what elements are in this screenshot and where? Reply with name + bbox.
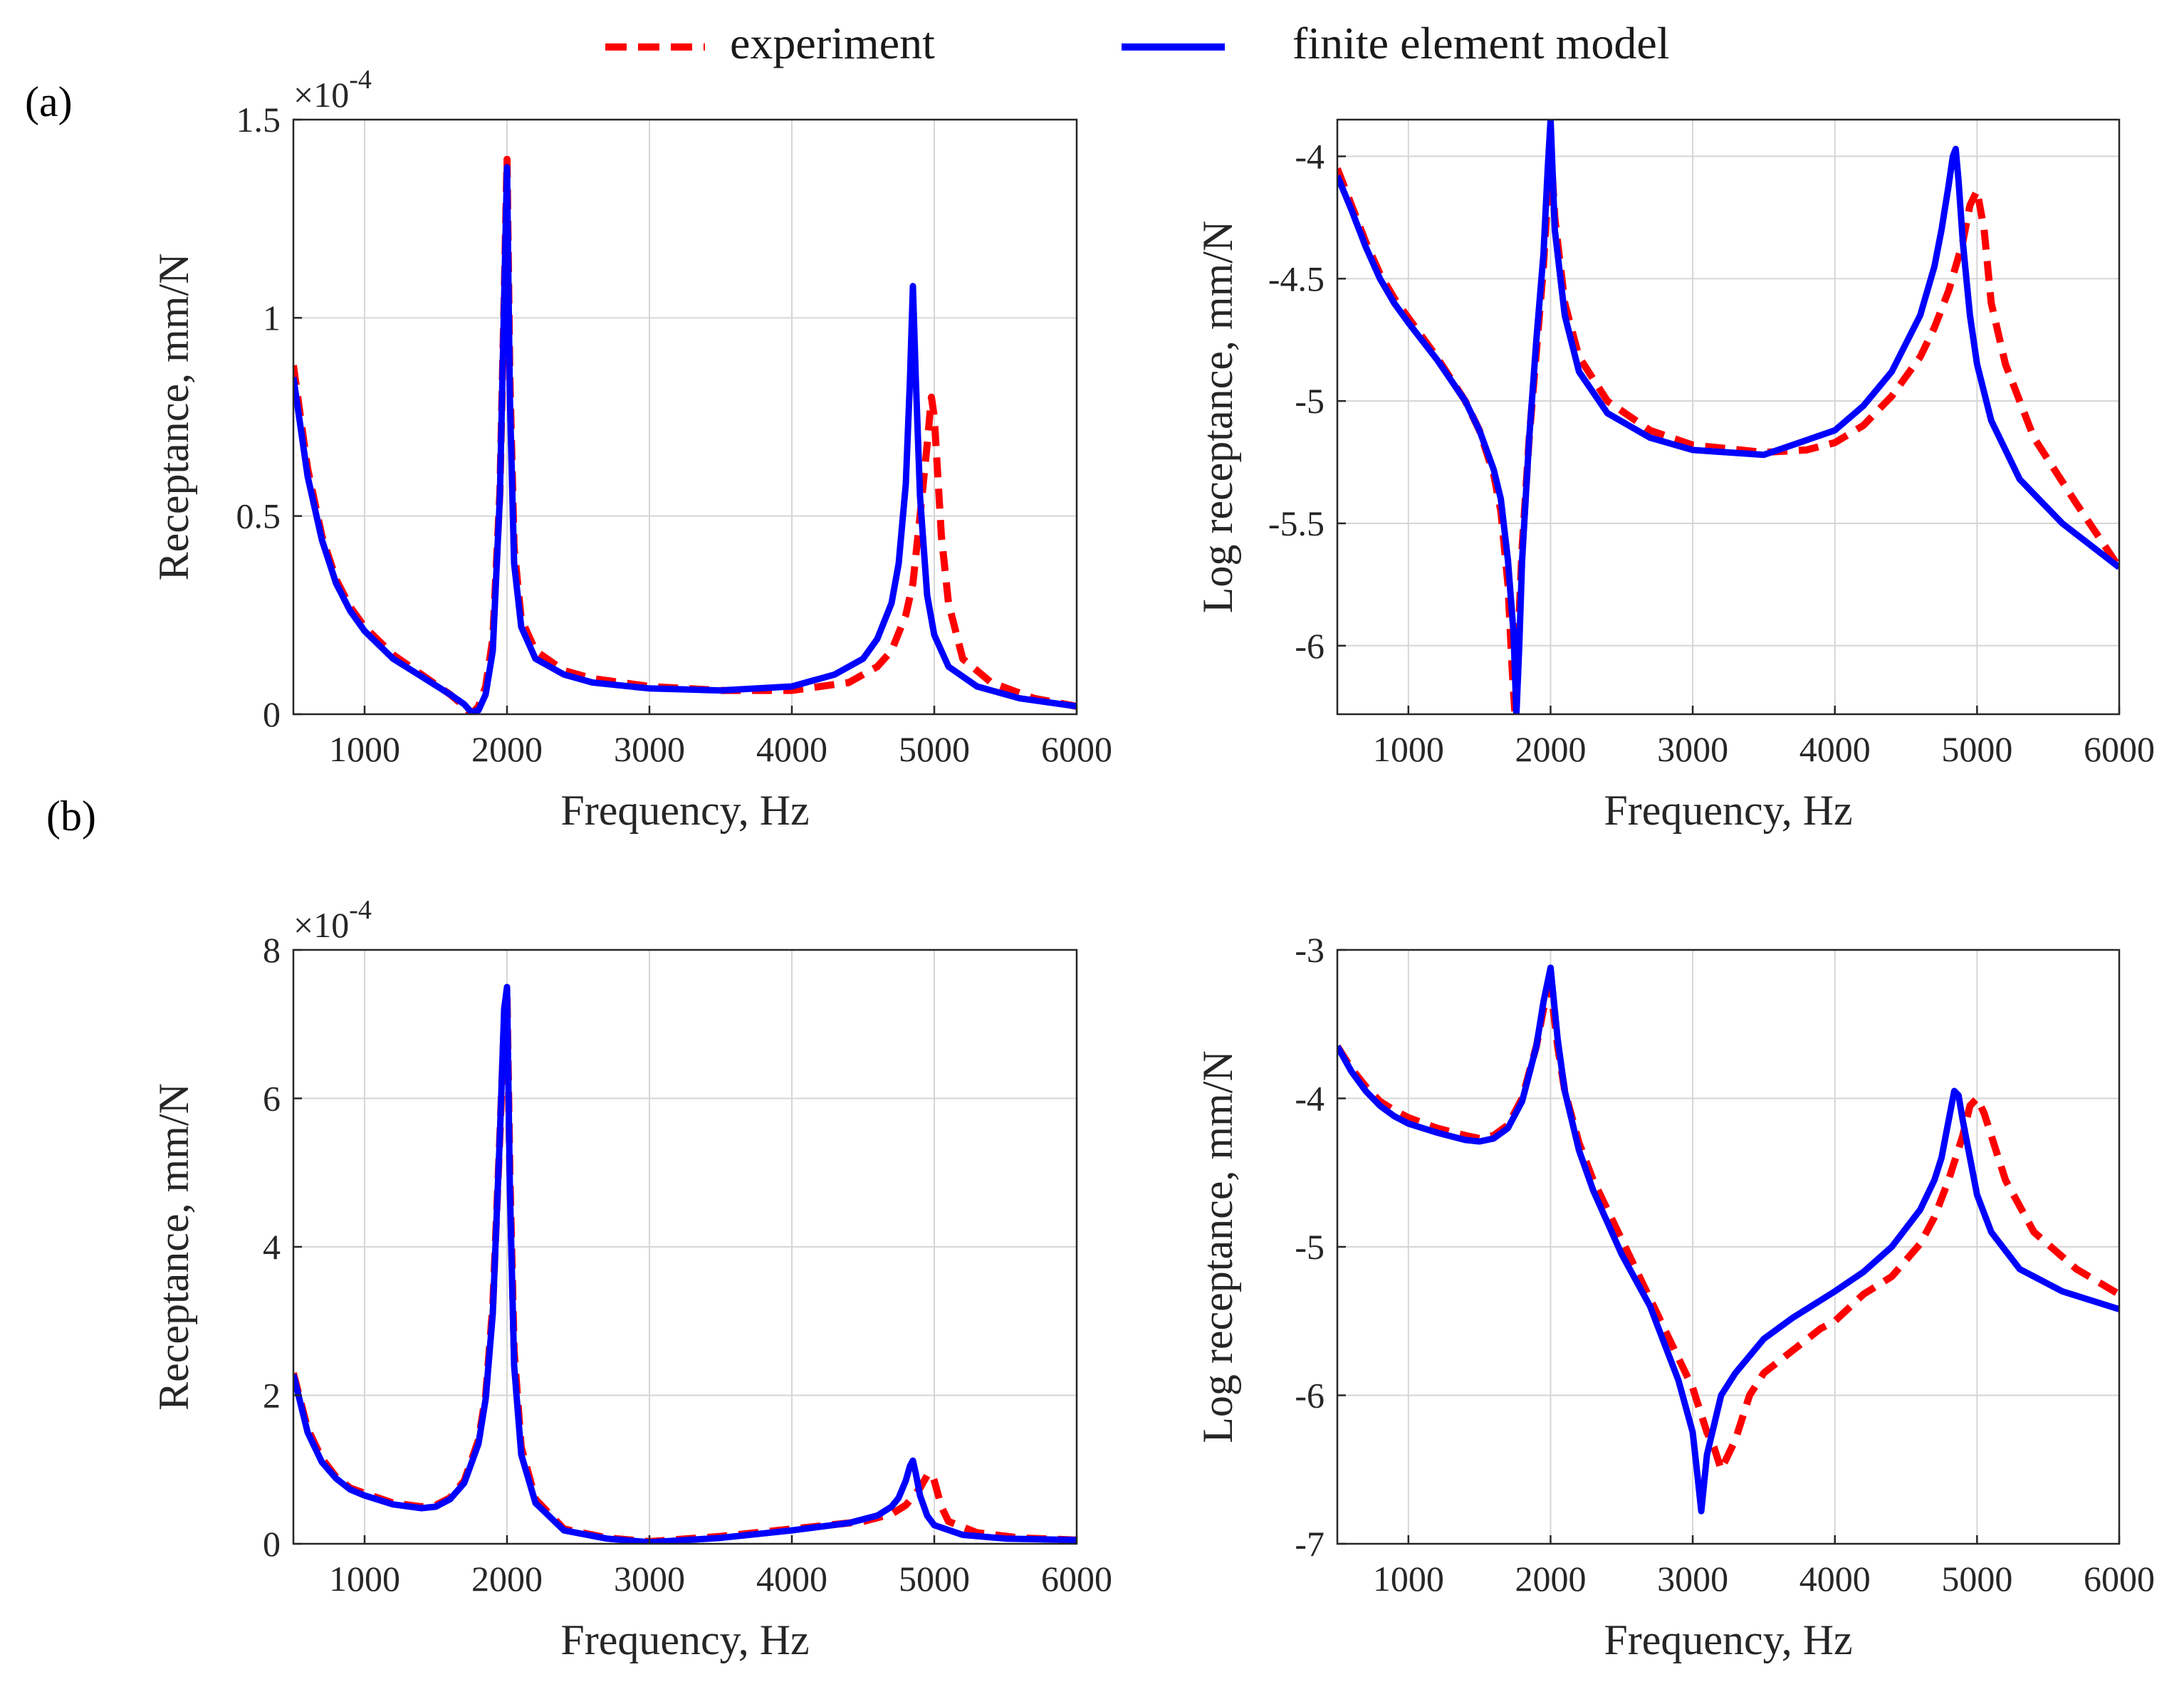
legend-fem-label: finite element model — [1292, 18, 1670, 68]
x-tick-label: 1000 — [1373, 1559, 1444, 1599]
x-tick-label: 1000 — [329, 1559, 400, 1599]
x-axis-label: Frequency, Hz — [1604, 787, 1852, 834]
axis-multiplier-exponent: -4 — [349, 65, 372, 95]
x-axis-label: Frequency, Hz — [1604, 1616, 1852, 1663]
series-line-experiment — [293, 155, 1077, 714]
x-tick-label: 3000 — [614, 1559, 685, 1599]
series-line-experiment — [1337, 140, 2119, 714]
y-tick-label: 0.5 — [236, 496, 281, 536]
series-line-experiment — [1337, 983, 2119, 1473]
panel-label-b: (b) — [46, 793, 96, 840]
chart-a-linear: 1000 2000 3000 4000 5000 6000 0 0.5 1 1.5 Frequenc… — [150, 65, 1112, 834]
y-tick-label: 4 — [263, 1227, 281, 1267]
y-tick-label: -4.5 — [1268, 258, 1324, 298]
x-tick-label: 3000 — [1657, 729, 1728, 769]
axis-multiplier: ×10-4 — [293, 895, 372, 945]
axis-multiplier: ×10-4 — [293, 65, 372, 115]
plot-area — [293, 120, 1077, 714]
series-line-fem — [293, 983, 1077, 1544]
x-tick-label: 3000 — [1657, 1559, 1728, 1599]
y-tick-label: -7 — [1295, 1524, 1324, 1564]
x-tick-label: 5000 — [899, 729, 970, 769]
x-tick-label: 6000 — [1041, 1559, 1112, 1599]
series-line-fem — [1337, 964, 2119, 1515]
axes-frame — [1336, 118, 2121, 716]
chart-b-log: 1000 2000 3000 4000 5000 6000 -7 -6 -5 -4 -3 Freque… — [1194, 930, 2155, 1663]
series-line-fem — [1337, 120, 2119, 714]
axis-multiplier-exponent: -4 — [349, 895, 372, 925]
y-axis-label: Log receptance, mm/N — [1194, 1050, 1241, 1443]
x-axis-label: Frequency, Hz — [560, 1616, 809, 1663]
chart-a-log: 1000 2000 3000 4000 5000 6000 -6 -5.5 -5 -4.5 -4 Fr… — [1194, 118, 2155, 834]
legend: experiment finite element model — [605, 18, 1670, 68]
panel-label-a: (a) — [25, 78, 73, 125]
y-tick-label: 0 — [263, 694, 281, 734]
x-tick-label: 5000 — [899, 1559, 970, 1599]
x-tick-label: 6000 — [2084, 729, 2155, 769]
y-tick-label: 8 — [263, 930, 281, 970]
series-group — [1337, 964, 2119, 1515]
y-axis-label: Log receptance, mm/N — [1194, 221, 1241, 613]
y-tick-label: -4 — [1295, 1079, 1324, 1119]
x-tick-label: 2000 — [471, 729, 543, 769]
y-tick-label: -5.5 — [1268, 503, 1324, 543]
series-group — [293, 983, 1077, 1544]
x-tick-label: 5000 — [1941, 1559, 2012, 1599]
chart-b-linear: 1000 2000 3000 4000 5000 6000 0 2 4 6 8 Frequency, … — [150, 895, 1112, 1663]
y-tick-label: -5 — [1295, 1227, 1324, 1267]
x-tick-label: 3000 — [614, 729, 685, 769]
x-tick-label: 4000 — [756, 1559, 827, 1599]
y-tick-label: 0 — [263, 1524, 281, 1564]
y-tick-label: -6 — [1295, 1376, 1324, 1416]
x-tick-label: 2000 — [1515, 729, 1586, 769]
y-tick-label: 1 — [263, 298, 281, 338]
axes-frame — [292, 118, 1078, 716]
series-group — [293, 155, 1077, 714]
y-axis-label: Receptance, mm/N — [150, 1083, 197, 1411]
plot-area — [1337, 120, 2119, 714]
x-tick-label: 1000 — [1373, 729, 1444, 769]
y-tick-label: -3 — [1295, 930, 1324, 970]
x-tick-label: 4000 — [756, 729, 827, 769]
x-tick-label: 2000 — [471, 1559, 543, 1599]
y-tick-label: -4 — [1295, 137, 1324, 177]
y-tick-label: 6 — [263, 1079, 281, 1119]
series-group — [1337, 120, 2119, 714]
x-tick-label: 5000 — [1941, 729, 2012, 769]
series-line-fem — [293, 164, 1077, 714]
y-tick-label: 1.5 — [236, 100, 281, 140]
x-tick-label: 4000 — [1799, 1559, 1871, 1599]
y-tick-label: 2 — [263, 1376, 281, 1416]
y-tick-label: -6 — [1295, 626, 1324, 666]
x-tick-label: 6000 — [2084, 1559, 2155, 1599]
x-axis-label: Frequency, Hz — [560, 787, 809, 834]
y-axis-label: Receptance, mm/N — [150, 253, 197, 581]
x-tick-label: 4000 — [1799, 729, 1871, 769]
legend-experiment-label: experiment — [730, 18, 935, 68]
x-tick-label: 2000 — [1515, 1559, 1586, 1599]
y-tick-label: -5 — [1295, 381, 1324, 421]
x-tick-label: 6000 — [1041, 729, 1112, 769]
x-tick-label: 1000 — [329, 729, 400, 769]
